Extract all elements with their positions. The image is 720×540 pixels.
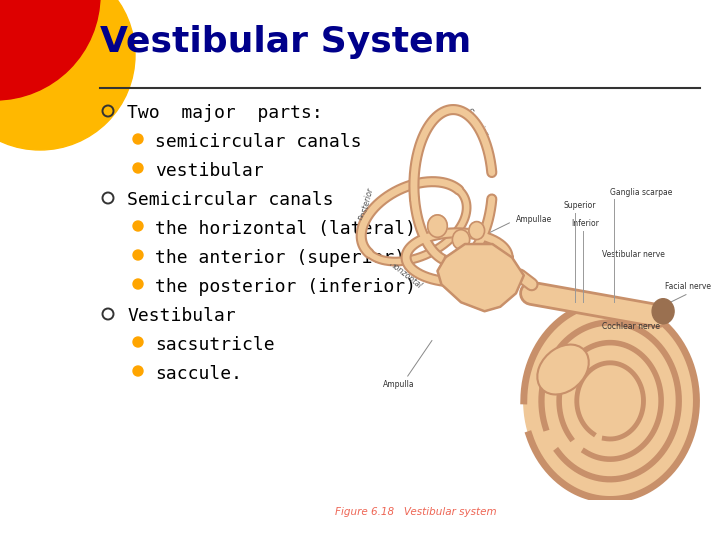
Text: sacsutricle: sacsutricle <box>155 336 274 354</box>
Circle shape <box>0 0 135 150</box>
Text: Ampulla: Ampulla <box>382 381 414 389</box>
Polygon shape <box>438 244 523 311</box>
Text: Superior: Superior <box>563 201 595 210</box>
Text: Ganglia scarpae: Ganglia scarpae <box>610 188 672 197</box>
Text: vestibular: vestibular <box>155 162 264 180</box>
Circle shape <box>133 279 143 289</box>
Text: Facial nerve: Facial nerve <box>665 282 711 291</box>
Text: Vestibular nerve: Vestibular nerve <box>602 251 665 260</box>
Circle shape <box>428 215 447 237</box>
Text: the horizontal (lateral): the horizontal (lateral) <box>155 220 416 238</box>
Circle shape <box>133 134 143 144</box>
Text: Ampullae: Ampullae <box>516 214 552 224</box>
Circle shape <box>133 250 143 260</box>
Text: Utricle: Utricle <box>462 270 485 276</box>
Text: Posterior: Posterior <box>358 186 376 221</box>
Text: Vestibular: Vestibular <box>127 307 235 325</box>
Text: Two  major  parts:: Two major parts: <box>127 104 323 122</box>
Text: Horizontal: Horizontal <box>388 260 424 291</box>
Polygon shape <box>544 325 677 477</box>
Text: Cochlear nerve: Cochlear nerve <box>602 322 660 331</box>
Circle shape <box>133 337 143 347</box>
Circle shape <box>133 366 143 376</box>
Circle shape <box>133 163 143 173</box>
Text: Superior: Superior <box>464 107 490 139</box>
Text: the posterior (inferior): the posterior (inferior) <box>155 278 416 296</box>
Circle shape <box>133 221 143 231</box>
Circle shape <box>452 230 469 249</box>
Text: Semicircular canals: Semicircular canals <box>127 191 333 209</box>
Text: semicircular canals: semicircular canals <box>155 133 361 151</box>
Circle shape <box>652 299 674 324</box>
Text: saccule.: saccule. <box>155 365 242 383</box>
Text: the anterior (superior): the anterior (superior) <box>155 249 405 267</box>
Text: Figure 6.18   Vestibular system: Figure 6.18 Vestibular system <box>335 507 497 517</box>
Circle shape <box>0 0 100 100</box>
Text: Sacculus: Sacculus <box>469 293 500 299</box>
Ellipse shape <box>537 345 589 395</box>
Circle shape <box>469 221 485 240</box>
Polygon shape <box>563 347 657 455</box>
Text: Inferior: Inferior <box>571 219 599 228</box>
Polygon shape <box>524 302 696 500</box>
Text: Vestibular System: Vestibular System <box>100 25 472 59</box>
